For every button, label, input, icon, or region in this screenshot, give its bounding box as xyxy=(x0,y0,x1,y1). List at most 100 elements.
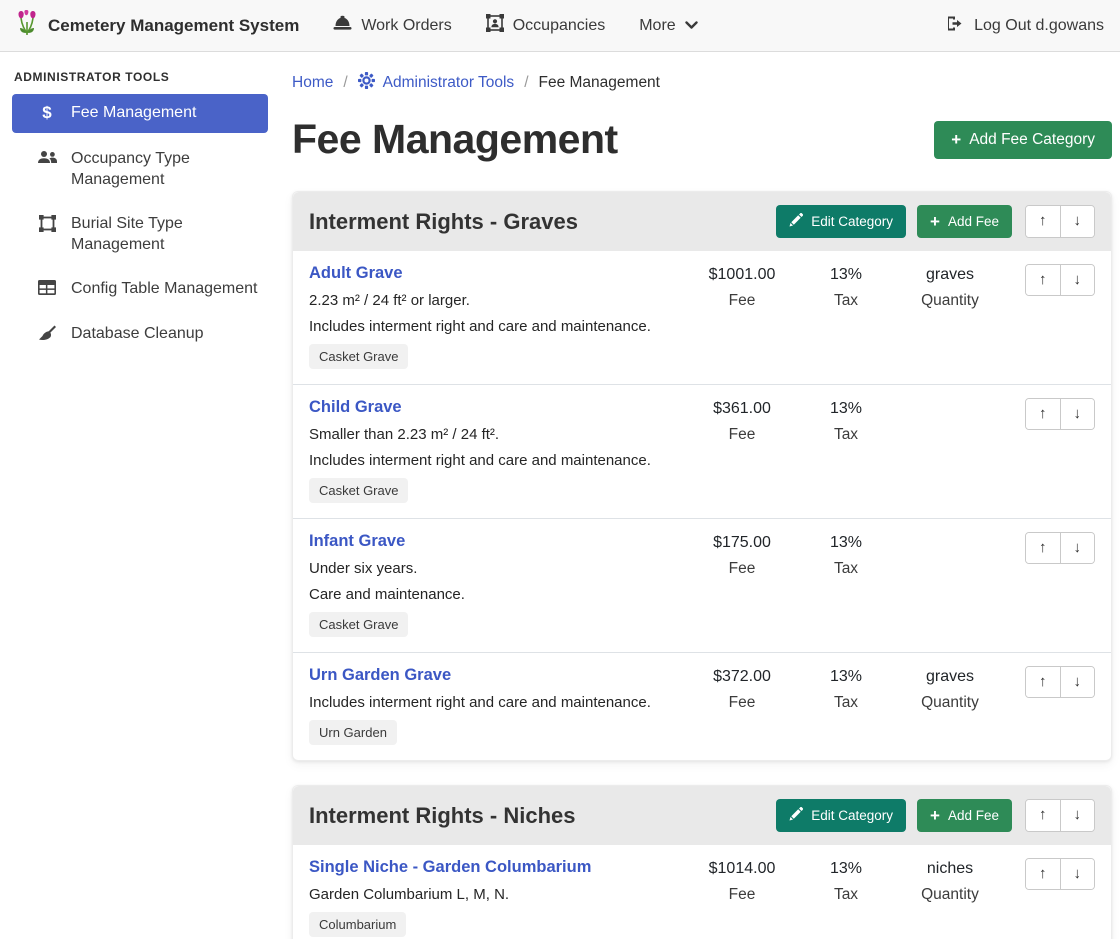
sidebar-item-label: Fee Management xyxy=(71,104,197,121)
sidebar-item-database-cleanup[interactable]: Database Cleanup xyxy=(12,316,268,352)
sidebar-item-config-table-management[interactable]: Config Table Management xyxy=(12,271,268,307)
edit-category-button[interactable]: Edit Category xyxy=(776,799,907,832)
fee-name-link[interactable]: Single Niche - Garden Columbarium xyxy=(309,858,592,876)
add-fee-button[interactable]: + Add Fee xyxy=(917,799,1012,832)
nav-item-occupancies[interactable]: Occupancies xyxy=(485,14,605,37)
category-header: Interment Rights - Niches Edit Category … xyxy=(293,786,1111,845)
fee-tax-value: 13% xyxy=(829,266,863,283)
nav-items: Work Orders Occupancies More xyxy=(333,14,698,37)
users-icon xyxy=(36,150,58,165)
fee-reorder-group: ↑ ↓ xyxy=(1025,532,1095,565)
fee-desc-1: Includes interment right and care and ma… xyxy=(309,694,651,711)
fee-desc-1: Smaller than 2.23 m² / 24 ft². xyxy=(309,426,500,443)
fee-tax-label: Tax xyxy=(833,694,859,711)
fee-amount-cell: $1014.00 Fee xyxy=(683,858,801,904)
broom-icon xyxy=(36,325,58,341)
fee-category-card: Interment Rights - Graves Edit Category … xyxy=(292,191,1112,761)
fee-quantity-label: Quantity xyxy=(921,694,979,711)
fee-tax-label: Tax xyxy=(833,560,859,577)
logout-button[interactable]: Log Out d.gowans xyxy=(946,15,1104,37)
fee-reorder-group: ↑ ↓ xyxy=(1025,264,1095,297)
fee-name-link[interactable]: Urn Garden Grave xyxy=(309,666,452,684)
add-fee-label: Add Fee xyxy=(947,214,999,229)
move-category-down-button[interactable]: ↓ xyxy=(1059,206,1094,237)
fee-tax-label: Tax xyxy=(833,292,859,309)
breadcrumb-admin-tools-link[interactable]: Administrator Tools xyxy=(357,72,515,94)
sidebar-item-occupancy-type-management[interactable]: Occupancy Type Management xyxy=(12,141,268,198)
nav-item-work-orders[interactable]: Work Orders xyxy=(333,15,452,37)
fee-main: Single Niche - Garden Columbarium Garden… xyxy=(309,858,683,937)
fee-tax-cell: 13% Tax xyxy=(801,858,891,904)
fee-row: Child Grave Smaller than 2.23 m² / 24 ft… xyxy=(293,384,1111,518)
page-title: Fee Management xyxy=(292,116,618,162)
breadcrumb-current: Fee Management xyxy=(538,74,661,91)
move-fee-up-button[interactable]: ↑ xyxy=(1026,859,1060,890)
sidebar-item-burial-site-type-management[interactable]: Burial Site Type Management xyxy=(12,206,268,263)
page-header: Fee Management + Add Fee Category xyxy=(292,116,1112,163)
app-brand[interactable]: Cemetery Management System xyxy=(16,10,299,41)
fee-tag: Casket Grave xyxy=(309,478,409,503)
fee-reorder-group: ↑ ↓ xyxy=(1025,858,1095,891)
category-header: Interment Rights - Graves Edit Category … xyxy=(293,192,1111,251)
fee-desc-1: Under six years. xyxy=(309,560,418,577)
portrait-frame-icon xyxy=(485,14,504,37)
fee-desc-2: Includes interment right and care and ma… xyxy=(309,318,651,335)
breadcrumb-admin-tools-label: Administrator Tools xyxy=(382,74,515,91)
move-fee-down-button[interactable]: ↓ xyxy=(1059,265,1094,296)
sidebar: ADMINISTRATOR TOOLS $ Fee Management Occ… xyxy=(0,52,280,352)
fee-name-link[interactable]: Adult Grave xyxy=(309,264,403,282)
card-body: Adult Grave 2.23 m² / 24 ft² or larger. … xyxy=(293,251,1111,760)
add-fee-category-button[interactable]: + Add Fee Category xyxy=(934,120,1112,159)
category-reorder-group: ↑ ↓ xyxy=(1025,205,1095,238)
fee-tag: Casket Grave xyxy=(309,344,409,369)
move-category-up-button[interactable]: ↑ xyxy=(1026,800,1060,831)
move-fee-up-button[interactable]: ↑ xyxy=(1026,399,1060,430)
fee-desc-2: Care and maintenance. xyxy=(309,586,465,603)
fee-amount-value: $361.00 xyxy=(713,400,771,417)
category-reorder-group: ↑ ↓ xyxy=(1025,799,1095,832)
breadcrumb-home-link[interactable]: Home xyxy=(292,74,334,91)
fee-tax-value: 13% xyxy=(829,860,863,877)
fee-tax-cell: 13% Tax xyxy=(801,398,891,444)
sidebar-heading: ADMINISTRATOR TOOLS xyxy=(14,70,170,84)
fee-tax-cell: 13% Tax xyxy=(801,532,891,578)
breadcrumb-separator: / xyxy=(524,74,529,91)
chevron-down-icon xyxy=(684,17,698,35)
vector-frame-icon xyxy=(36,215,58,233)
edit-category-button[interactable]: Edit Category xyxy=(776,205,907,238)
fee-tag: Columbarium xyxy=(309,912,407,937)
move-fee-down-button[interactable]: ↓ xyxy=(1059,859,1094,890)
move-fee-down-button[interactable]: ↓ xyxy=(1059,399,1094,430)
fee-name-link[interactable]: Child Grave xyxy=(309,398,402,416)
add-fee-button[interactable]: + Add Fee xyxy=(917,205,1012,238)
move-category-up-button[interactable]: ↑ xyxy=(1026,206,1060,237)
fee-tax-label: Tax xyxy=(833,426,859,443)
fee-row: Adult Grave 2.23 m² / 24 ft² or larger. … xyxy=(293,251,1111,384)
sidebar-item-fee-management[interactable]: $ Fee Management xyxy=(12,94,268,134)
fee-quantity-label: Quantity xyxy=(921,292,979,309)
fee-name-link[interactable]: Infant Grave xyxy=(309,532,406,550)
move-fee-up-button[interactable]: ↑ xyxy=(1026,533,1060,564)
nav-item-label: More xyxy=(639,16,676,34)
plus-icon: + xyxy=(951,130,962,149)
plus-icon: + xyxy=(930,212,940,231)
move-fee-down-button[interactable]: ↓ xyxy=(1059,667,1094,698)
fee-reorder-group: ↑ ↓ xyxy=(1025,666,1095,699)
gear-icon xyxy=(357,72,375,94)
nav-item-more[interactable]: More xyxy=(639,16,698,35)
fee-row: Urn Garden Grave Includes interment righ… xyxy=(293,652,1111,760)
fee-amount-label: Fee xyxy=(728,560,756,577)
main-content: Home / xyxy=(280,52,1120,939)
fee-tax-cell: 13% Tax xyxy=(801,666,891,712)
breadcrumb-separator: / xyxy=(343,74,348,91)
pencil-icon xyxy=(789,806,804,824)
move-category-down-button[interactable]: ↓ xyxy=(1059,800,1094,831)
dollar-icon: $ xyxy=(42,103,52,122)
tulip-logo-icon xyxy=(16,10,38,41)
fee-quantity-value: graves xyxy=(925,266,975,283)
fee-tax-value: 13% xyxy=(829,668,863,685)
add-fee-label: Add Fee xyxy=(947,808,999,823)
move-fee-down-button[interactable]: ↓ xyxy=(1059,533,1094,564)
move-fee-up-button[interactable]: ↑ xyxy=(1026,667,1060,698)
move-fee-up-button[interactable]: ↑ xyxy=(1026,265,1060,296)
